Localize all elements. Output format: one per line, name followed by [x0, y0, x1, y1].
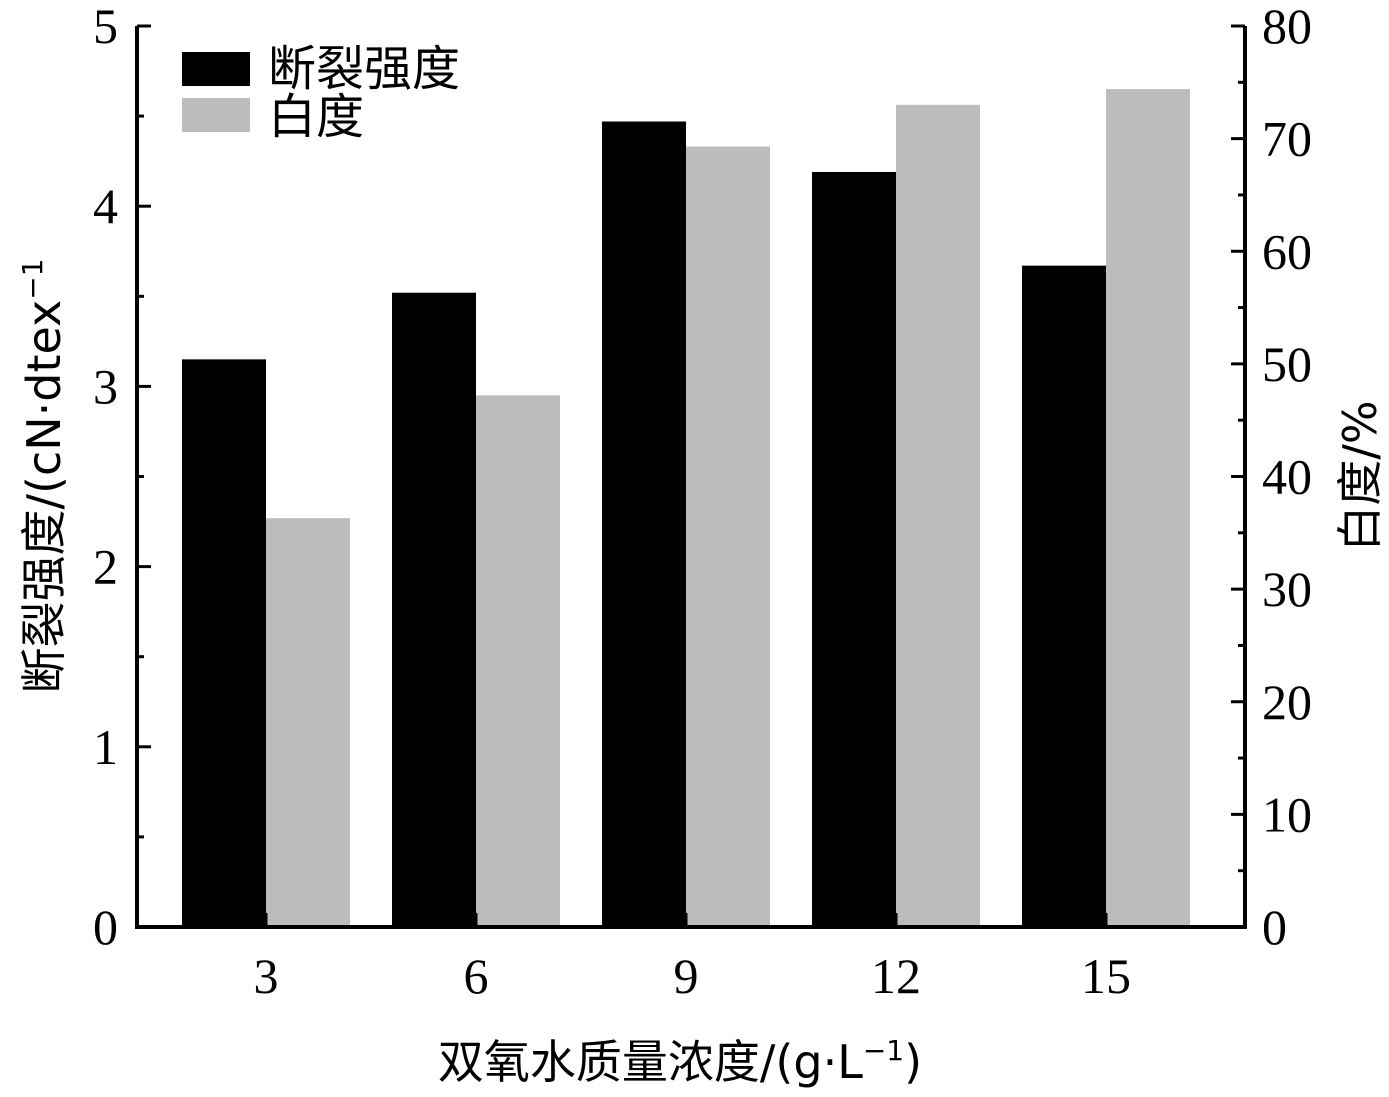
legend-label-whiteness: 白度 [268, 89, 364, 145]
x-tick-label-12: 12 [871, 948, 921, 1004]
bar-strength-12 [812, 171, 896, 927]
x-tick-label-6: 6 [464, 948, 489, 1004]
bar-whiteness-9 [686, 146, 770, 928]
right-tick-label-20: 20 [1262, 674, 1312, 730]
right-tick-label-40: 40 [1262, 449, 1312, 505]
right-tick-label-0: 0 [1262, 899, 1287, 955]
right-tick-label-10: 10 [1262, 786, 1312, 842]
bar-strength-6 [392, 292, 476, 927]
left-y-axis-title-sup: −1 [16, 259, 49, 300]
x-axis-title: 双氧水质量浓度/(g·L−1) [438, 1034, 922, 1089]
bar-strength-9 [602, 121, 686, 928]
x-tick-label-9: 9 [674, 948, 699, 1004]
left-tick-label-3: 3 [93, 358, 118, 414]
right-y-axis-title: 白度/% [1333, 400, 1387, 551]
left-y-axis-title-main: 断裂强度/(cN·dtex [17, 300, 71, 694]
x-axis-title-end: ) [904, 1035, 922, 1089]
x-tick-label-3: 3 [254, 948, 279, 1004]
right-tick-label-30: 30 [1262, 561, 1312, 617]
right-tick-label-70: 70 [1262, 111, 1312, 167]
left-tick-label-5: 5 [93, 0, 118, 54]
x-tick-label-15: 15 [1081, 948, 1131, 1004]
legend-label-strength: 断裂强度 [268, 41, 460, 97]
bar-whiteness-3 [266, 518, 350, 927]
left-tick-label-1: 1 [93, 719, 118, 775]
x-axis-title-main: 双氧水质量浓度/(g·L [438, 1035, 863, 1089]
bar-strength-15 [1022, 265, 1106, 927]
right-tick-label-50: 50 [1262, 336, 1312, 392]
left-tick-label-0: 0 [93, 899, 118, 955]
right-tick-label-80: 80 [1262, 0, 1312, 54]
left-tick-label-2: 2 [93, 539, 118, 595]
bar-whiteness-12 [896, 104, 980, 927]
x-axis-title-sup: −1 [863, 1034, 904, 1067]
bar-strength-3 [182, 359, 266, 927]
legend: 断裂强度 白度 [182, 41, 460, 145]
right-tick-label-60: 60 [1262, 223, 1312, 279]
bars-group [182, 89, 1190, 928]
legend-swatch-whiteness [182, 98, 250, 132]
bar-whiteness-6 [476, 395, 560, 927]
bar-whiteness-15 [1106, 89, 1190, 927]
legend-swatch-strength [182, 52, 250, 86]
left-y-axis-title: 断裂强度/(cN·dtex−1 [16, 259, 71, 694]
left-tick-label-4: 4 [93, 178, 118, 234]
